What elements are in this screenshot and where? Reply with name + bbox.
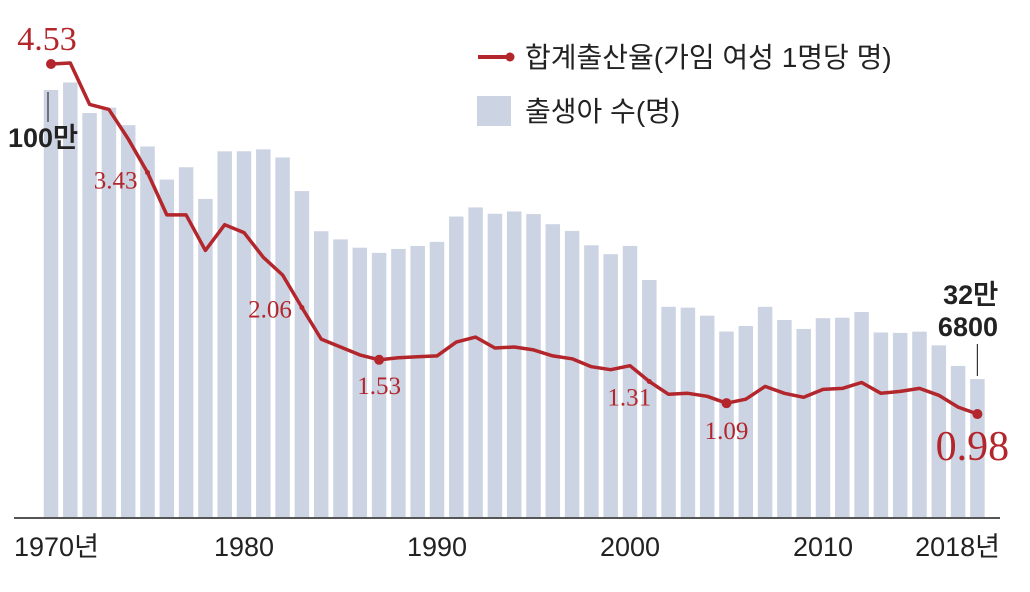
rate-label-1983: 2.06 — [248, 297, 292, 324]
bar-1975 — [140, 147, 155, 518]
bar-1984 — [314, 231, 329, 518]
rate-label-1987: 1.53 — [357, 373, 401, 400]
rate-label-1970: 4.53 — [17, 21, 77, 58]
bar-1980 — [237, 151, 252, 518]
legend-bar-label: 출생아 수(명) — [525, 96, 680, 127]
bar-1970 — [44, 90, 59, 518]
bar-1998 — [584, 245, 599, 518]
bar-1989 — [410, 246, 425, 518]
annotation-1970-births: 100만 — [8, 123, 78, 153]
bar-1994 — [507, 211, 522, 518]
bar-1995 — [526, 214, 541, 518]
bar-1979 — [217, 151, 232, 518]
bar-1993 — [488, 214, 503, 518]
bar-1996 — [546, 224, 561, 518]
births-bar-series — [44, 82, 985, 518]
bar-2008 — [777, 320, 792, 518]
x-tick-label-1970: 1970년 — [14, 532, 99, 562]
bar-2009 — [796, 329, 811, 518]
bar-1977 — [179, 167, 194, 518]
legend-line-label: 합계출산율(가임 여성 1명당 명) — [525, 42, 892, 73]
bar-2013 — [874, 332, 889, 518]
bar-2004 — [700, 316, 715, 518]
bar-2000 — [623, 246, 638, 518]
bar-1990 — [430, 242, 445, 518]
bar-2012 — [854, 312, 869, 518]
rate-point-1987 — [374, 355, 384, 365]
rate-point-1975 — [145, 170, 150, 175]
rate-label-2018: 0.98 — [936, 424, 1010, 470]
bar-2002 — [661, 307, 676, 518]
rate-point-2018 — [972, 409, 982, 419]
annotation-2018-births-line1: 32만 — [943, 280, 998, 310]
rate-label-1975: 3.43 — [94, 167, 138, 194]
bar-1983 — [295, 191, 310, 518]
rate-point-2001 — [647, 379, 652, 384]
bar-1992 — [468, 207, 483, 518]
bar-1982 — [275, 157, 290, 518]
bar-1997 — [565, 231, 580, 518]
legend-line-marker — [506, 53, 515, 62]
x-tick-label-1990: 1990 — [407, 532, 467, 562]
rate-label-2001: 1.31 — [607, 384, 651, 411]
x-tick-label-1980: 1980 — [214, 532, 274, 562]
annotation-2018-births-line2: 6800 — [938, 312, 998, 342]
rate-label-2005: 1.09 — [705, 418, 749, 445]
bar-1976 — [160, 180, 175, 518]
legend-bar-swatch — [477, 96, 511, 126]
bar-2003 — [681, 308, 696, 518]
legend: 합계출산율(가임 여성 1명당 명) 출생아 수(명) — [477, 42, 892, 127]
bar-1991 — [449, 217, 464, 518]
bar-2010 — [816, 318, 831, 518]
bar-2015 — [912, 332, 927, 518]
bar-2014 — [893, 333, 908, 518]
x-tick-label-2010: 2010 — [793, 532, 853, 562]
rate-point-2005 — [722, 398, 732, 408]
x-tick-label-2000: 2000 — [600, 532, 660, 562]
rate-point-1970 — [46, 59, 56, 69]
bar-2011 — [835, 318, 850, 518]
bar-2007 — [758, 307, 773, 518]
rate-point-1983 — [299, 305, 304, 310]
bar-1985 — [333, 239, 348, 518]
x-tick-label-2018: 2018년 — [915, 532, 1000, 562]
bar-1981 — [256, 149, 271, 518]
x-axis-ticks: 1970년 1980 1990 2000 2010 2018년 — [14, 532, 1000, 562]
